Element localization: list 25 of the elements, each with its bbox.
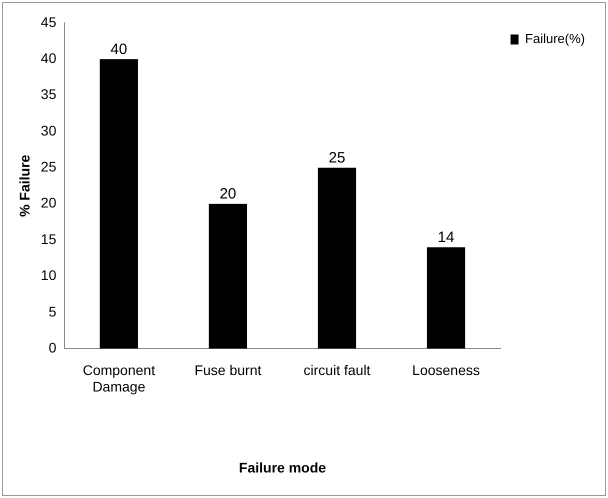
x-axis-title: Failure mode — [238, 459, 326, 476]
x-tick-label: Looseness — [412, 362, 480, 378]
y-tick-label: 0 — [48, 339, 57, 356]
y-tick-label: 35 — [40, 86, 57, 102]
data-label: 14 — [438, 228, 454, 246]
bar — [426, 247, 466, 349]
y-tick-label: 25 — [40, 158, 57, 175]
bar — [100, 59, 138, 349]
y-axis-title: % Failure — [16, 154, 32, 217]
x-tick-label: circuit fault — [304, 362, 371, 378]
y-tick-label: 30 — [40, 122, 57, 138]
y-tick-label: 15 — [40, 230, 57, 247]
x-tick-label: Fuse burnt — [194, 362, 262, 378]
y-tick-label: 40 — [40, 50, 57, 66]
y-tick-label: 10 — [40, 267, 57, 284]
bar — [208, 204, 248, 349]
y-tick-label: 5 — [48, 303, 57, 320]
data-label: 25 — [328, 149, 346, 166]
data-label: 20 — [220, 186, 236, 203]
y-tick-label: 45 — [40, 14, 57, 30]
data-label: 40 — [110, 40, 128, 58]
x-tick-label: Component Damage — [82, 362, 156, 395]
legend-label: Failure(%) — [525, 31, 586, 46]
bar — [318, 168, 356, 349]
y-tick-label: 20 — [40, 194, 57, 211]
